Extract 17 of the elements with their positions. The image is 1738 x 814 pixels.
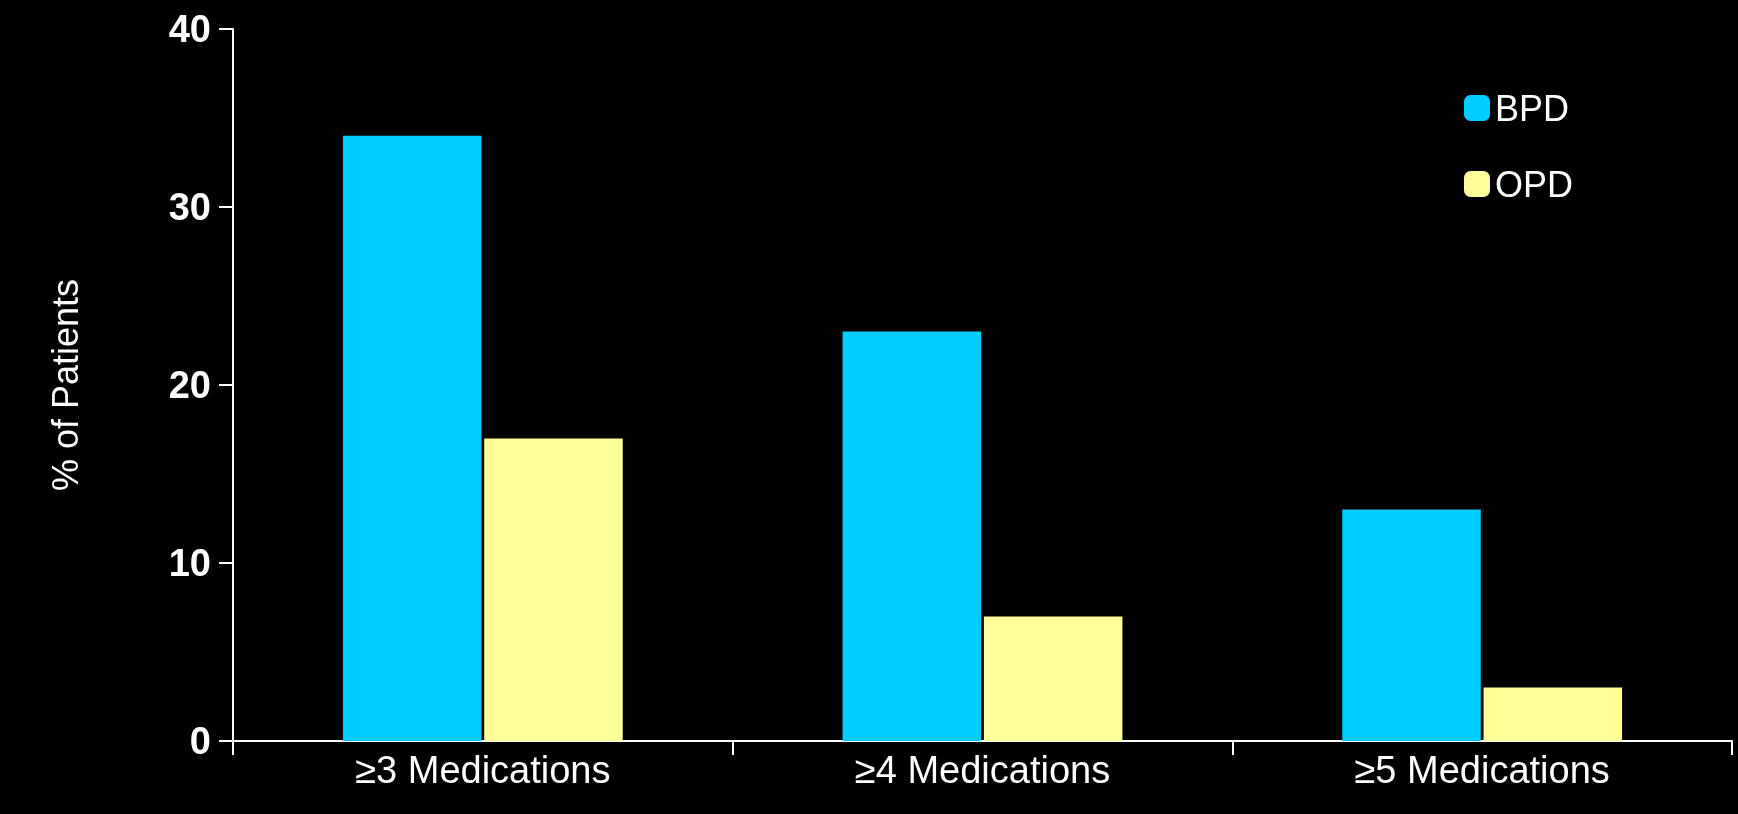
bar [983,616,1123,741]
bar [1342,509,1481,741]
y-tick-label: 0 [189,720,211,762]
x-tick-label: ≥3 Medications [355,749,611,791]
y-tick-label: 40 [168,8,211,50]
bar [842,331,982,741]
x-tick-label: ≥4 Medications [854,749,1111,791]
bar [342,135,482,741]
y-tick-label: 20 [168,364,211,406]
bar [1483,687,1623,741]
y-axis-title: % of Patients [44,278,86,492]
legend-label: BPD [1494,87,1570,129]
x-tick-label: ≥5 Medications [1354,749,1610,791]
bar [484,438,623,741]
legend-label: OPD [1494,163,1573,205]
y-tick-label: 30 [168,186,211,228]
y-tick-label: 10 [168,542,211,584]
